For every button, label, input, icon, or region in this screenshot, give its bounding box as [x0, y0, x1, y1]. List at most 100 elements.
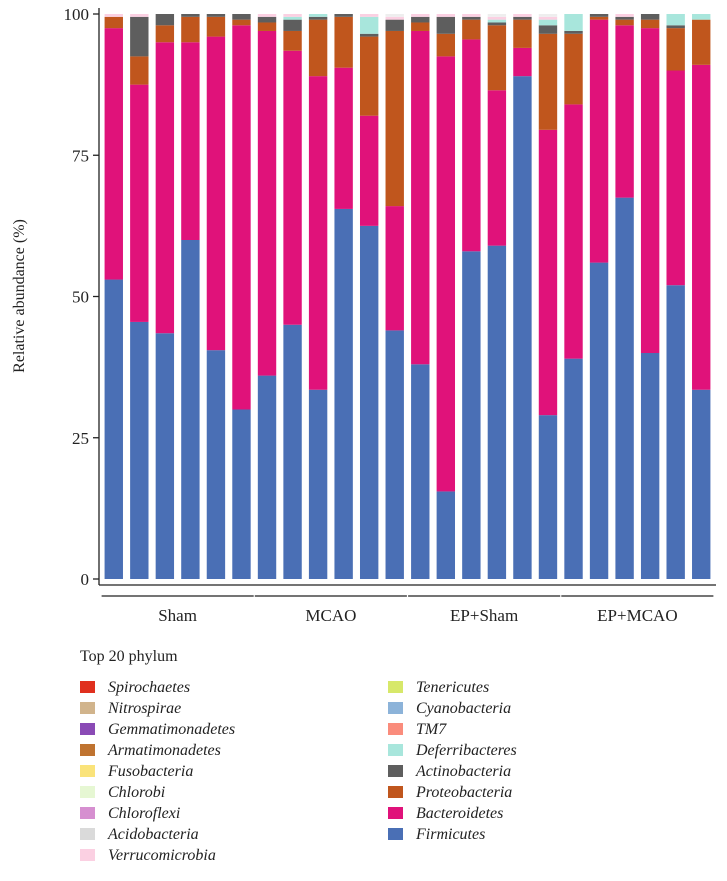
bar-segment-firmicutes-24 — [692, 389, 711, 579]
legend-swatch-tm7 — [388, 723, 403, 735]
legend-swatch-chlorobi — [80, 786, 95, 798]
bar-segment-verrucomicrobia-14 — [436, 14, 456, 17]
bar-segment-verrucomicrobia-2 — [130, 14, 149, 17]
y-axis-label: Relative abundance (%) — [11, 219, 28, 373]
bar-segment-bacteroidetes-24 — [692, 64, 711, 390]
legend-swatch-chloroflexi — [80, 807, 95, 819]
bar-segment-proteobacteria-12 — [385, 30, 404, 207]
legend-label-tm7: TM7 — [416, 721, 447, 738]
legend-swatch-spirochaetes — [80, 681, 95, 693]
bar-segment-verrucomicrobia-13 — [411, 14, 430, 17]
bar-segment-actinobacteria-4 — [181, 14, 200, 17]
bar-segment-firmicutes-10 — [334, 208, 353, 579]
bar-segment-actinobacteria-3 — [155, 14, 175, 26]
legend-label-fusobacteria: Fusobacteria — [107, 763, 193, 780]
bar-segment-actinobacteria-11 — [359, 33, 379, 37]
bar-segment-proteobacteria-2 — [130, 56, 149, 85]
bar-segment-proteobacteria-6 — [232, 19, 251, 26]
bar-segment-deferribacteres-24 — [692, 14, 711, 20]
bar-segment-firmicutes-23 — [666, 285, 685, 579]
bar-segment-proteobacteria-19 — [564, 33, 583, 105]
legend-swatch-deferribacteres — [388, 744, 403, 756]
bar-segment-actinobacteria-15 — [462, 16, 481, 20]
y-tick-label-100: 100 — [64, 5, 90, 24]
bar-segment-bacteroidetes-9 — [308, 76, 328, 390]
legend-label-firmicutes: Firmicutes — [415, 826, 485, 843]
bar-segment-actinobacteria-8 — [283, 19, 302, 31]
bar-segment-verrucomicrobia-7 — [257, 14, 277, 17]
legend: Spirochaetes Nitrospirae Gemmatimonadetes A… — [80, 679, 517, 864]
group-label-ep-sham: EP+Sham — [450, 606, 518, 625]
legend-label-chlorobi: Chlorobi — [108, 784, 165, 801]
bar-segment-firmicutes-3 — [155, 333, 175, 579]
bar-segment-actinobacteria-2 — [130, 16, 149, 57]
bar-segment-verrucomicrobia-21 — [615, 14, 634, 17]
bar-segment-verrucomicrobia-18 — [538, 16, 558, 20]
bar-segment-proteobacteria-5 — [206, 16, 226, 37]
bar-segment-actinobacteria-22 — [640, 14, 660, 20]
bar-segment-actinobacteria-23 — [666, 25, 685, 29]
bar-segment-bacteroidetes-14 — [436, 56, 456, 492]
bar-segment-firmicutes-7 — [257, 375, 277, 579]
bar-segment-proteobacteria-8 — [283, 30, 302, 51]
axes-layer: 0 25 50 75 100 — [64, 5, 716, 589]
bar-segment-bacteroidetes-23 — [666, 70, 685, 286]
legend-swatch-proteobacteria — [388, 786, 403, 798]
bar-segment-bacteroidetes-11 — [359, 115, 379, 226]
bar-segment-actinobacteria-17 — [513, 16, 532, 20]
legend-label-spirochaetes: Spirochaetes — [108, 679, 190, 696]
bar-segment-proteobacteria-16 — [487, 25, 507, 91]
legend-label-verrucomicrobia: Verrucomicrobia — [108, 847, 216, 864]
bar-segment-bacteroidetes-16 — [487, 90, 507, 246]
bar-segment-verrucomicrobia-8 — [283, 14, 302, 17]
bar-segment-bacteroidetes-19 — [564, 104, 583, 359]
bar-segment-firmicutes-2 — [130, 321, 149, 579]
bar-segment-bacteroidetes-8 — [283, 50, 302, 325]
bar-segment-proteobacteria-23 — [666, 28, 685, 71]
legend-label-gemmatimonadetes: Gemmatimonadetes — [108, 721, 235, 738]
bar-segment-actinobacteria-13 — [411, 16, 430, 23]
bar-segment-verrucomicrobia-15 — [462, 14, 481, 17]
bar-segment-proteobacteria-11 — [359, 36, 379, 116]
bar-segment-actinobacteria-20 — [589, 14, 609, 17]
bar-segment-firmicutes-9 — [308, 389, 328, 579]
bar-segment-verrucomicrobia-12 — [385, 16, 404, 20]
y-tick-label-25: 25 — [72, 429, 89, 448]
bar-segment-firmicutes-11 — [359, 225, 379, 580]
legend-swatch-nitrospirae — [80, 702, 95, 714]
bar-segment-bacteroidetes-7 — [257, 30, 277, 376]
legend-label-cyanobacteria: Cyanobacteria — [416, 700, 511, 717]
bar-segment-bacteroidetes-21 — [615, 25, 634, 198]
legend-title: Top 20 phylum — [80, 648, 178, 665]
legend-swatch-fusobacteria — [80, 765, 95, 777]
bar-segment-proteobacteria-17 — [513, 19, 532, 48]
bar-segment-firmicutes-1 — [104, 279, 123, 579]
bar-segment-firmicutes-22 — [640, 353, 660, 579]
bar-segment-firmicutes-12 — [385, 330, 404, 579]
legend-label-armatimonadetes: Armatimonadetes — [107, 742, 221, 759]
bar-segment-proteobacteria-15 — [462, 19, 481, 40]
group-label-mcao: MCAO — [305, 606, 356, 625]
legend-swatch-verrucomicrobia — [80, 849, 95, 861]
legend-swatch-bacteroidetes — [388, 807, 403, 819]
bars-layer — [104, 14, 711, 580]
legend-label-acidobacteria: Acidobacteria — [107, 826, 199, 843]
legend-swatch-acidobacteria — [80, 828, 95, 840]
bar-segment-actinobacteria-9 — [308, 16, 328, 20]
bar-segment-verrucomicrobia-11 — [359, 14, 379, 17]
bar-segment-firmicutes-19 — [564, 358, 583, 579]
bar-segment-deferribacteres-18 — [538, 19, 558, 26]
group-label-sham: Sham — [158, 606, 197, 625]
bar-segment-bacteroidetes-20 — [589, 19, 609, 263]
bar-segment-firmicutes-17 — [513, 76, 532, 580]
bar-segment-bacteroidetes-18 — [538, 129, 558, 416]
legend-swatch-gemmatimonadetes — [80, 723, 95, 735]
bar-segment-proteobacteria-21 — [615, 19, 634, 26]
bar-segment-firmicutes-8 — [283, 324, 302, 579]
y-tick-label-75: 75 — [72, 146, 89, 165]
bar-segment-other-18 — [538, 14, 558, 17]
bar-segment-proteobacteria-14 — [436, 33, 456, 57]
bar-segment-actinobacteria-19 — [564, 30, 583, 34]
legend-label-nitrospirae: Nitrospirae — [107, 700, 181, 717]
legend-label-tenericutes: Tenericutes — [416, 679, 489, 696]
